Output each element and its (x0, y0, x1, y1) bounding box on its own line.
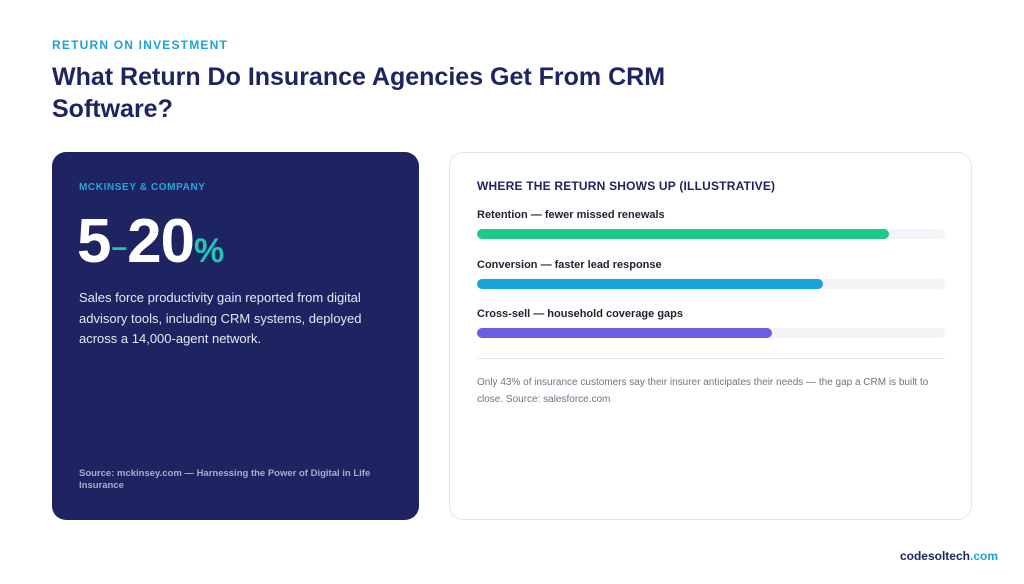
stat-description: Sales force productivity gain reported f… (79, 290, 362, 346)
bars-note: Only 43% of insurance customers say thei… (477, 377, 929, 405)
brand-tld: .com (969, 549, 998, 563)
stat-figure-high: 20 (127, 207, 195, 276)
stat-figure-low: 5 (77, 207, 111, 276)
bar-track (477, 279, 945, 289)
stat-figure-unit: % (194, 232, 224, 270)
bars-heading: WHERE THE RETURN SHOWS UP (ILLUSTRATIVE) (477, 179, 776, 193)
bar-track (477, 229, 945, 239)
bar-track (477, 328, 945, 338)
bar-label: Retention — fewer missed renewals (477, 209, 665, 221)
stat-figure: 5–20% (77, 207, 224, 287)
bar-row-cross-sell: Cross-sell — household coverage gaps (477, 308, 945, 338)
stat-footnote: Source: mckinsey.com — Harnessing the Po… (79, 468, 371, 491)
stat-source-label: MCKINSEY & COMPANY (79, 182, 206, 193)
bar-fill-cross-sell (477, 328, 772, 338)
bar-row-retention: Retention — fewer missed renewals (477, 209, 945, 239)
bar-fill-conversion (477, 279, 824, 289)
stat-figure-dash: – (111, 231, 127, 262)
brand-name: codesoltech (899, 549, 970, 563)
stat-card: MCKINSEY & COMPANY 5–20% Sales force pro… (52, 152, 419, 520)
bars-card: WHERE THE RETURN SHOWS UP (ILLUSTRATIVE)… (449, 152, 972, 520)
bar-row-conversion: Conversion — faster lead response (477, 259, 945, 289)
bar-fill-retention (477, 229, 889, 239)
section-eyebrow: RETURN ON INVESTMENT (52, 38, 229, 52)
page-title: What Return Do Insurance Agencies Get Fr… (52, 63, 666, 123)
bar-label: Conversion — faster lead response (477, 259, 662, 271)
brand-logo: codesoltech.com (900, 549, 998, 563)
bar-label: Cross-sell — household coverage gaps (477, 308, 684, 320)
divider (477, 358, 945, 359)
